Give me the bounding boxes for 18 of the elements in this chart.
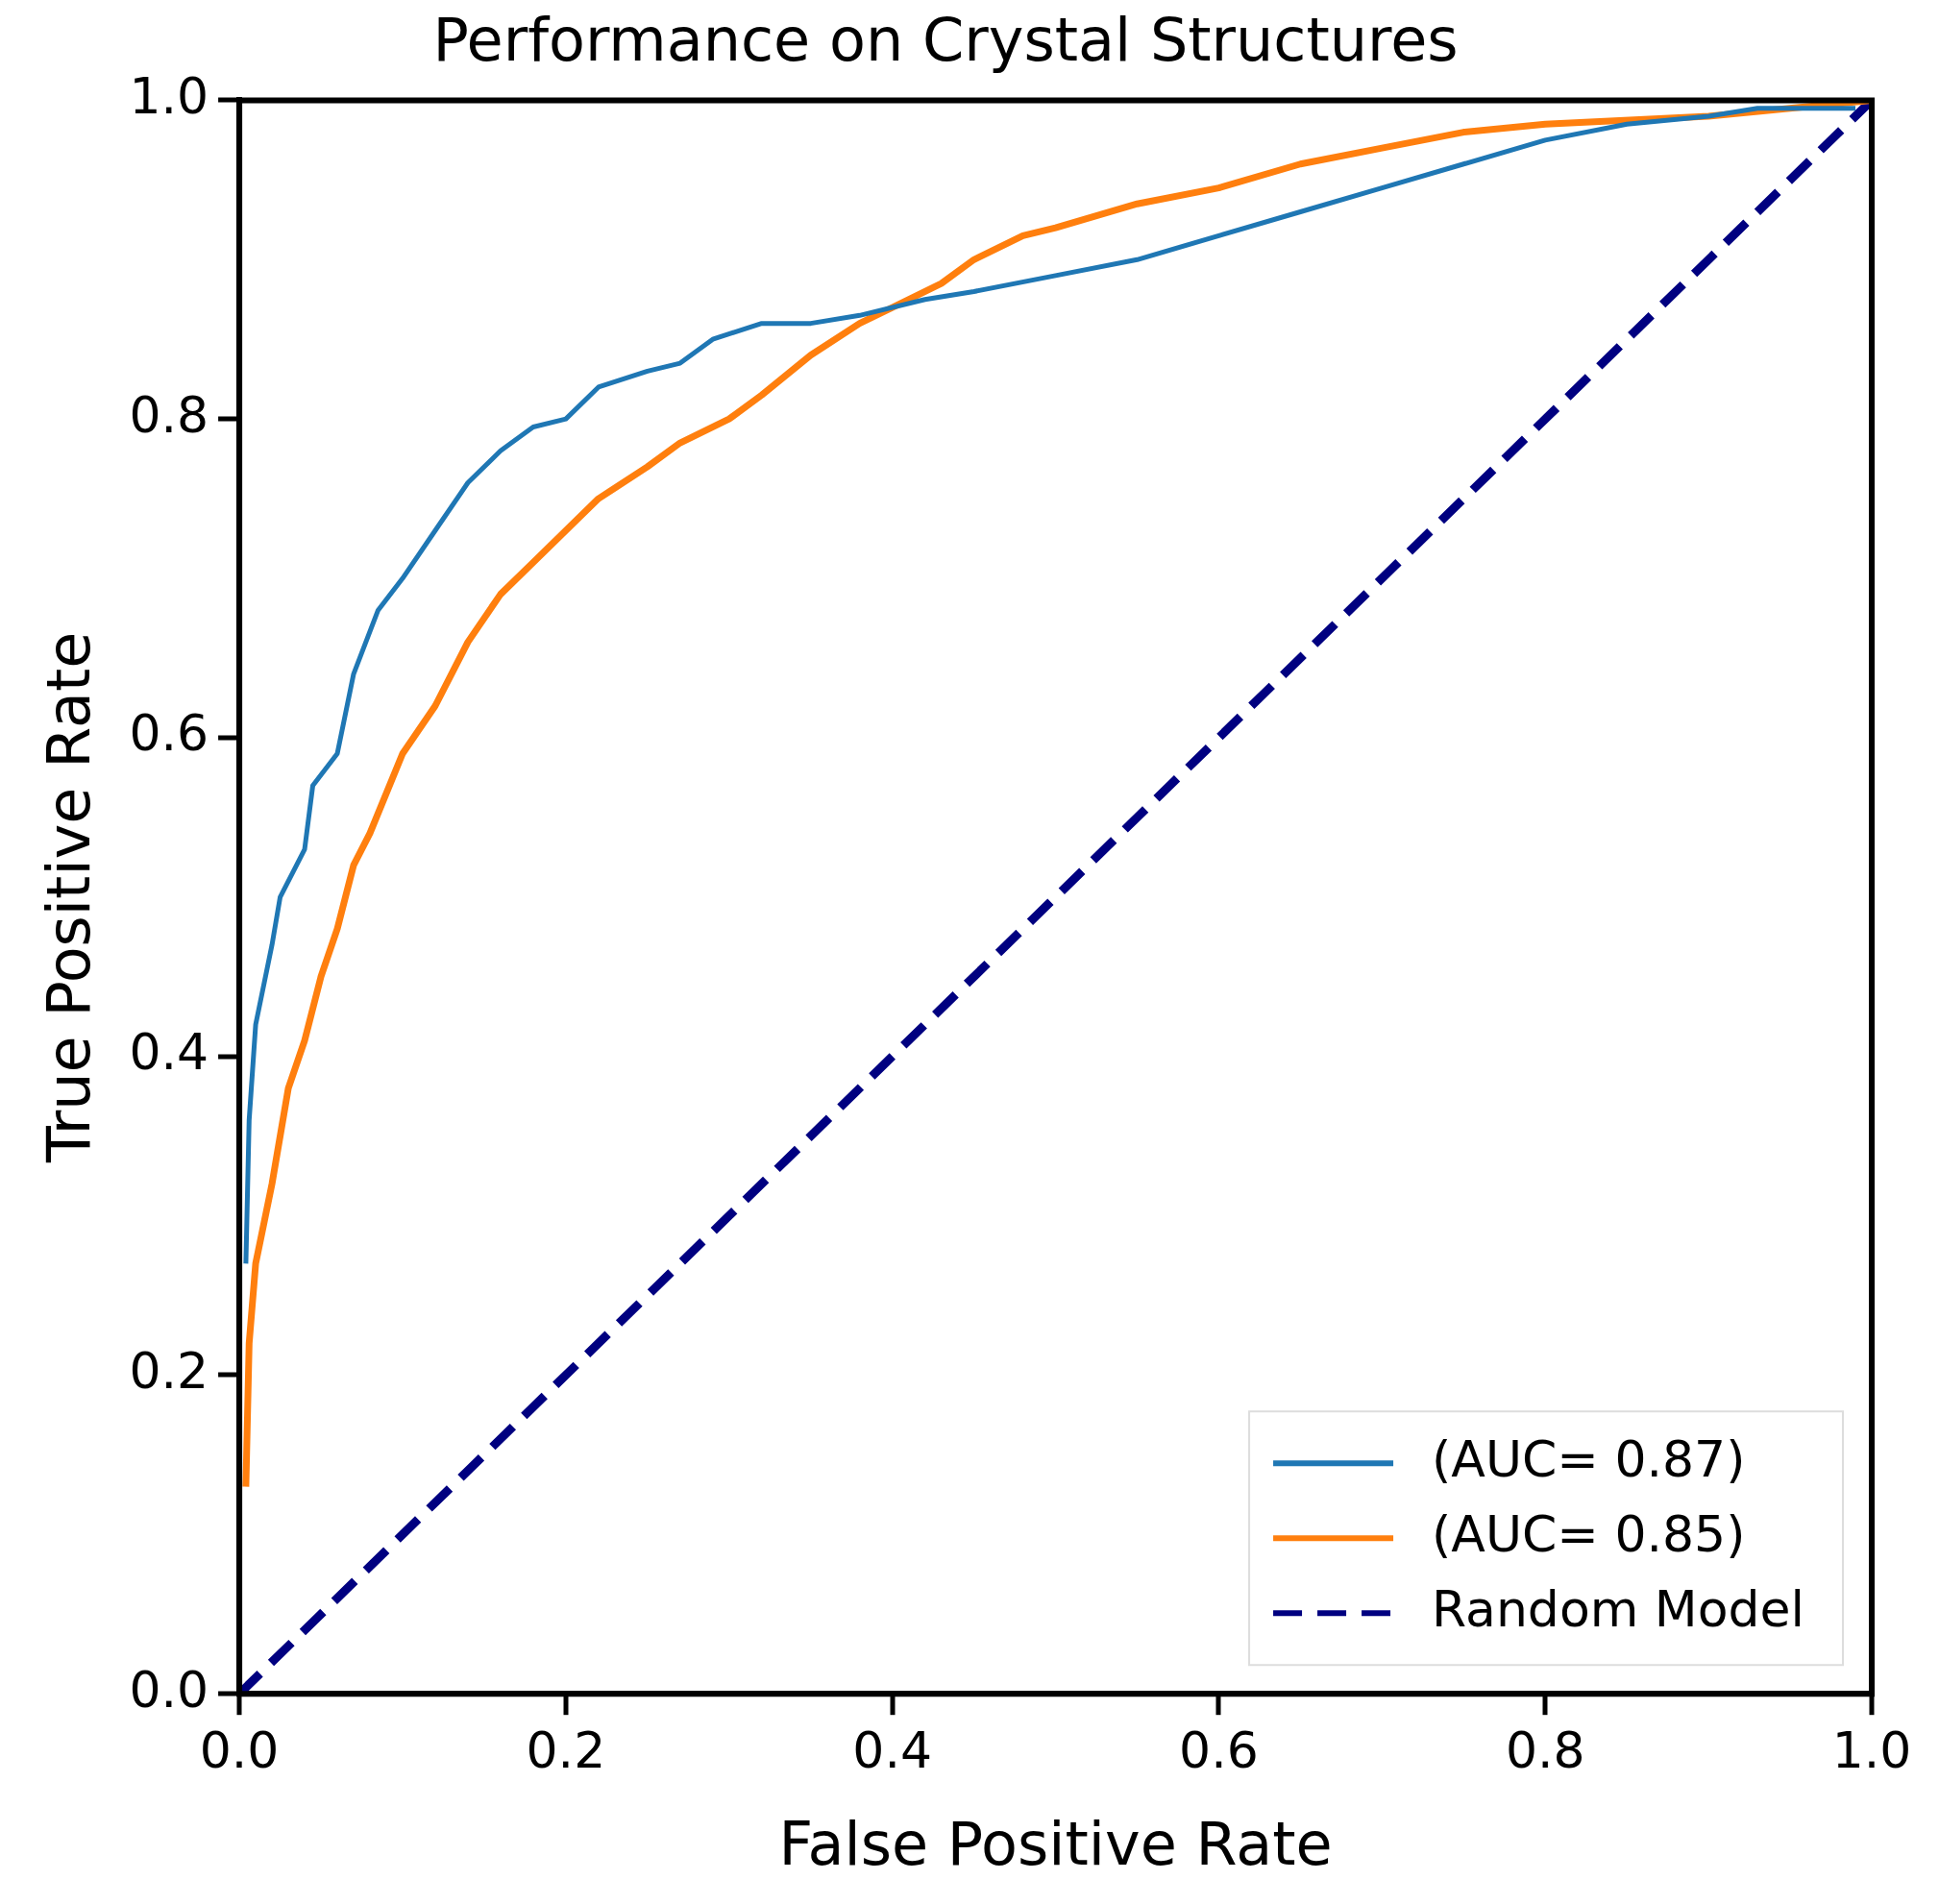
x-tick-label: 0.2 bbox=[526, 1721, 606, 1779]
y-tick-label: 0.2 bbox=[129, 1341, 209, 1400]
y-tick-label: 0.6 bbox=[129, 704, 209, 763]
y-tick-label: 0.0 bbox=[129, 1660, 209, 1719]
y-tick-label: 1.0 bbox=[129, 66, 209, 125]
x-tick-label: 0.0 bbox=[199, 1721, 280, 1779]
y-axis-title: True Positive Rate bbox=[34, 631, 105, 1163]
x-tick-label: 0.8 bbox=[1505, 1721, 1585, 1779]
legend-label: Random Model bbox=[1432, 1579, 1805, 1638]
x-tick-label: 0.4 bbox=[852, 1721, 933, 1779]
x-tick-label: 1.0 bbox=[1831, 1721, 1912, 1779]
legend-label: (AUC= 0.87) bbox=[1432, 1429, 1746, 1488]
y-tick-label: 0.8 bbox=[129, 385, 209, 444]
y-tick-label: 0.4 bbox=[129, 1023, 209, 1082]
chart-title: Performance on Crystal Structures bbox=[432, 5, 1459, 76]
x-tick-label: 0.6 bbox=[1179, 1721, 1259, 1779]
x-axis-title: False Positive Rate bbox=[778, 1808, 1333, 1879]
legend-label: (AUC= 0.85) bbox=[1432, 1504, 1746, 1563]
